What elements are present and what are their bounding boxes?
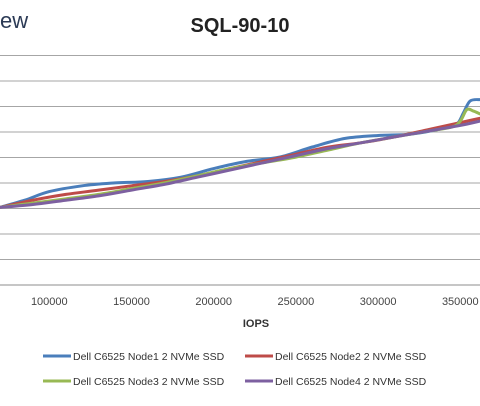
x-axis-title: IOPS <box>243 318 269 330</box>
x-tick-label: 200000 <box>195 296 232 308</box>
x-tick-label: 350000 <box>442 296 479 308</box>
legend-label: Dell C6525 Node3 2 NVMe SSD <box>73 376 225 388</box>
legend-label: Dell C6525 Node1 2 NVMe SSD <box>73 351 225 363</box>
series-line-node1 <box>0 98 480 209</box>
x-tick-label: 100000 <box>31 296 68 308</box>
x-tick-label: 250000 <box>278 296 315 308</box>
legend-label: Dell C6525 Node4 2 NVMe SSD <box>275 376 427 388</box>
chart-title: SQL-90-10 <box>191 15 290 37</box>
logo-text-fragment: ew <box>0 8 28 33</box>
gridlines <box>0 55 480 286</box>
x-tick-label: 300000 <box>360 296 397 308</box>
series-lines <box>0 98 480 209</box>
x-tick-label: 150000 <box>113 296 150 308</box>
series-line-node4 <box>0 119 480 209</box>
legend-label: Dell C6525 Node2 2 NVMe SSD <box>275 351 427 363</box>
legend: Dell C6525 Node1 2 NVMe SSD Dell C6525 No… <box>43 351 427 388</box>
x-tick-labels: 100000 150000 200000 250000 300000 350000 <box>31 296 479 308</box>
